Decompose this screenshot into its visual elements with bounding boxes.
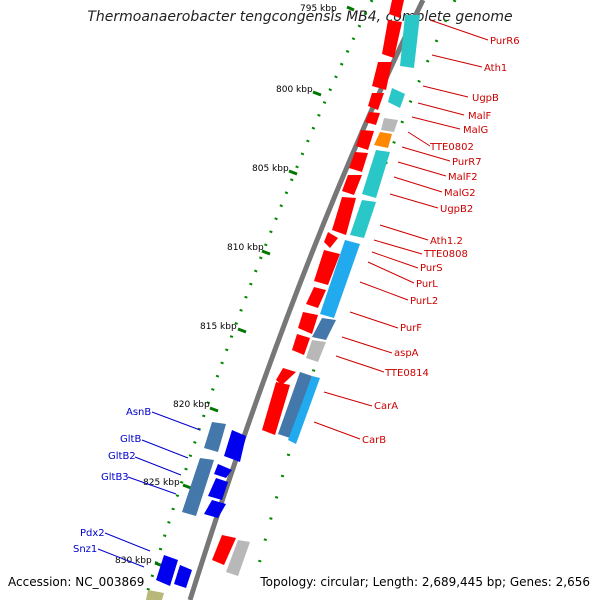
accession-text: Accession: NC_003869 (8, 575, 145, 589)
gene-label-tte0802: TTE0802 (429, 142, 474, 153)
gene-label-ugpb: UgpB (472, 93, 499, 104)
scale-label-815: 815 kbp (200, 322, 237, 332)
scale-label-830: 830 kbp (115, 556, 152, 566)
inner-genes (226, 15, 420, 576)
gene-label-purs: PurS (420, 263, 443, 274)
gene-label-purr7: PurR7 (452, 157, 482, 168)
gene-label-snz1: Snz1 (73, 544, 97, 555)
right-gene-labels: PurR6 Ath1 UgpB MalF MalG TTE0802 PurR7 … (362, 36, 520, 446)
gene-label-gltb: GltB (120, 434, 141, 445)
gene-label-malg: MalG (463, 125, 488, 136)
left-genes (146, 422, 246, 600)
gene-label-purl2: PurL2 (410, 296, 438, 307)
gene-label-malf2: MalF2 (448, 172, 478, 183)
gene-label-gltb3: GltB3 (101, 472, 129, 483)
scale-label-805: 805 kbp (252, 164, 289, 174)
scale-label-810: 810 kbp (227, 243, 264, 253)
gene-label-malf: MalF (468, 111, 492, 122)
gene-label-pdx2: Pdx2 (80, 528, 105, 539)
scale-label-800: 800 kbp (276, 85, 313, 95)
gene-label-cara: CarA (374, 401, 398, 412)
scale-labels: 795 kbp 800 kbp 805 kbp 810 kbp 815 kbp … (115, 4, 337, 566)
outer-red-genes (212, 0, 404, 565)
left-leader-lines (97, 411, 201, 568)
gene-label-aspa: aspA (394, 348, 419, 359)
gene-label-gltb2: GltB2 (108, 451, 136, 462)
scale-ticks (154, 5, 355, 568)
gene-label-purr6: PurR6 (490, 36, 520, 47)
gene-label-malg2: MalG2 (444, 188, 476, 199)
gene-label-ugpb2: UgpB2 (440, 204, 473, 215)
scale-label-820: 820 kbp (173, 400, 210, 410)
gene-label-tte0808: TTE0808 (423, 249, 468, 260)
gene-label-purl: PurL (416, 279, 438, 290)
gene-label-purf: PurF (400, 323, 422, 334)
gene-label-tte0814: TTE0814 (384, 368, 429, 379)
gene-label-asnb: AsnB (126, 407, 151, 418)
gene-label-ath1: Ath1 (484, 63, 507, 74)
scale-label-795: 795 kbp (300, 4, 337, 14)
gene-label-ath1-2: Ath1.2 (430, 236, 463, 247)
genome-summary-text: Topology: circular; Length: 2,689,445 bp… (260, 575, 590, 589)
right-leader-lines (313, 19, 489, 440)
scale-label-825: 825 kbp (143, 478, 180, 488)
gene-label-carb: CarB (362, 435, 386, 446)
left-gene-labels: AsnB GltB GltB2 GltB3 Pdx2 Snz1 (73, 407, 151, 555)
